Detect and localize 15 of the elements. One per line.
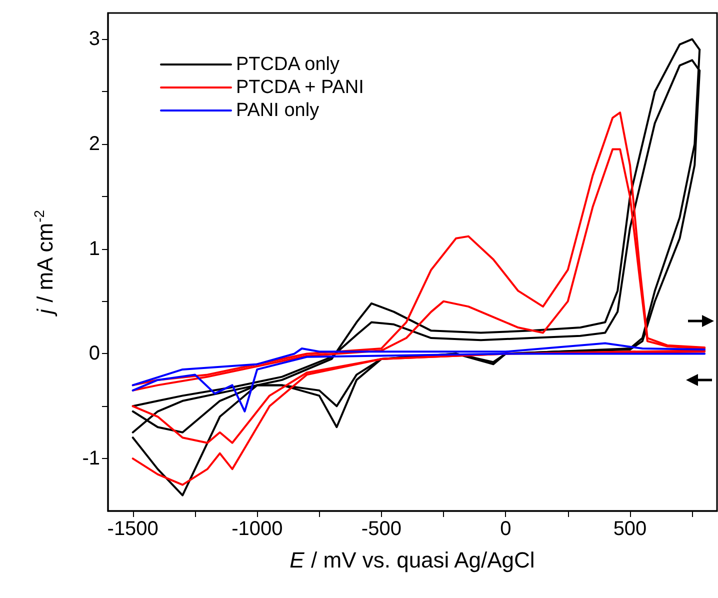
x-tick-label: 0 <box>500 518 512 540</box>
y-tick-label: 0 <box>88 342 100 365</box>
legend-label: PTCDA only <box>236 54 340 75</box>
y-tick-label: 1 <box>88 238 100 260</box>
y-tick-label: -1 <box>82 448 100 470</box>
x-tick-label: -1000 <box>232 518 283 540</box>
x-tick-label: 500 <box>613 518 647 540</box>
legend-label: PANI only <box>236 100 320 121</box>
y-axis-title: j / mA cm-2 <box>31 210 58 318</box>
y-tick-label: 3 <box>88 28 100 50</box>
x-tick-label: -500 <box>361 518 402 540</box>
x-tick-label: -1500 <box>107 518 158 540</box>
y-tick-label: 2 <box>88 133 100 156</box>
x-axis-title: E / mV vs. quasi Ag/AgCl <box>290 548 535 572</box>
legend-label: PTCDA + PANI <box>236 77 364 98</box>
